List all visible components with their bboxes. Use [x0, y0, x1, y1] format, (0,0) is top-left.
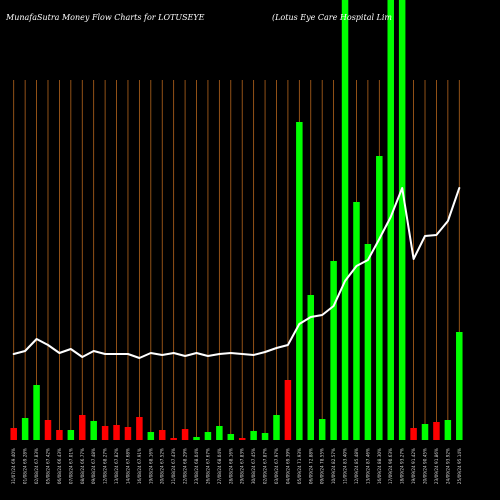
- bar: [330, 261, 337, 440]
- bar: [33, 385, 40, 440]
- x-tick-label: 17/09/24 90.63%: [388, 448, 393, 484]
- bar: [158, 430, 166, 440]
- x-tick-label: 21/08/24 67.43%: [171, 448, 176, 484]
- bar: [341, 0, 349, 440]
- x-tick-label: 16/09/24 88.30%: [377, 448, 382, 484]
- x-tick-label: 23/09/24 91.86%: [434, 448, 439, 484]
- x-tick-label: 07/08/24 67.01%: [68, 448, 73, 484]
- bar: [307, 295, 315, 440]
- x-tick-label: 23/08/24 68.04%: [194, 448, 199, 484]
- x-tick-label: 20/09/24 90.45%: [423, 448, 428, 484]
- bar: [238, 438, 246, 440]
- bar: [398, 0, 406, 440]
- x-tick-label: 16/08/24 67.91%: [137, 448, 142, 484]
- x-tick-label: 11/09/24 83.40%: [343, 448, 348, 484]
- x-tick-label: 26/08/24 67.67%: [205, 448, 210, 484]
- money-flow-line: [12, 187, 461, 359]
- bar: [101, 426, 109, 440]
- bar: [318, 419, 326, 440]
- x-tick-label: 05/08/24 67.42%: [45, 448, 50, 484]
- bar: [67, 430, 75, 440]
- bar: [113, 425, 120, 440]
- x-tick-label: 03/09/24 67.97%: [274, 448, 279, 484]
- bars: [10, 0, 463, 440]
- x-tick-labels: 31/07/24 69.40% 01/08/24 69.28% 02/08/24 6…: [11, 448, 462, 484]
- x-tick-label: 19/09/24 91.42%: [411, 448, 416, 484]
- bar: [376, 156, 383, 440]
- chart-title: MunafaSutra Money Flow Charts for LOTUSE…: [5, 13, 205, 22]
- bar: [204, 432, 212, 440]
- bar: [421, 424, 429, 440]
- bar: [10, 428, 17, 440]
- bar: [410, 428, 417, 440]
- bar: [273, 415, 280, 440]
- bar: [147, 432, 155, 440]
- bar: [444, 420, 452, 440]
- x-tick-label: 30/08/24 67.45%: [251, 448, 256, 484]
- bar: [44, 420, 52, 440]
- bar: [296, 122, 303, 440]
- x-tick-label: 12/08/24 68.27%: [103, 448, 108, 484]
- bar: [250, 431, 257, 440]
- x-tick-label: 01/08/24 69.28%: [23, 448, 28, 484]
- bar: [284, 380, 292, 440]
- bar: [261, 433, 269, 440]
- x-tick-label: 12/09/24 85.48%: [354, 448, 359, 484]
- chart-subtitle: (Lotus Eye Care Hospital Lim: [272, 13, 392, 22]
- x-tick-label: 31/07/24 69.40%: [11, 448, 16, 484]
- bar: [79, 415, 86, 440]
- x-tick-label: 25/09/24 95.14%: [457, 448, 462, 484]
- bar: [227, 434, 235, 440]
- bar: [21, 418, 29, 440]
- bar: [136, 417, 143, 440]
- x-tick-label: 24/09/24 93.92%: [445, 448, 450, 484]
- x-tick-label: 14/08/24 67.68%: [125, 448, 130, 484]
- x-tick-label: 13/08/24 67.82%: [114, 448, 119, 484]
- x-tick-label: 04/09/24 69.39%: [285, 448, 290, 484]
- bar: [193, 437, 200, 440]
- bar: [387, 0, 394, 440]
- bar: [456, 332, 463, 440]
- bar: [90, 421, 97, 440]
- x-tick-label: 20/08/24 67.52%: [160, 448, 165, 484]
- bar: [56, 430, 63, 440]
- x-tick-label: 09/09/24 78.55%: [320, 448, 325, 484]
- x-tick-label: 05/09/24 71.93%: [297, 448, 302, 484]
- x-tick-label: 10/09/24 82.57%: [331, 448, 336, 484]
- x-tick-label: 02/09/24 67.87%: [263, 448, 268, 484]
- bar: [124, 427, 132, 440]
- x-tick-label: 27/08/24 68.04%: [217, 448, 222, 484]
- x-tick-label: 06/09/24 72.88%: [308, 448, 313, 484]
- x-tick-label: 19/08/24 68.16%: [148, 448, 153, 484]
- bar: [364, 244, 372, 440]
- x-tick-label: 29/08/24 67.83%: [240, 448, 245, 484]
- grid-lines: [13, 80, 460, 440]
- bar: [170, 438, 177, 440]
- x-tick-label: 09/08/24 67.48%: [91, 448, 96, 484]
- x-tick-label: 06/08/24 66.43%: [57, 448, 62, 484]
- x-tick-label: 02/08/24 67.83%: [34, 448, 39, 484]
- bar: [216, 426, 223, 440]
- x-tick-label: 13/09/24 87.46%: [365, 448, 370, 484]
- bar: [353, 202, 360, 440]
- bar: [433, 422, 440, 440]
- x-tick-label: 28/08/24 68.16%: [228, 448, 233, 484]
- flow-line: [12, 187, 461, 359]
- bar: [181, 429, 189, 440]
- x-tick-label: 22/08/24 68.29%: [183, 448, 188, 484]
- x-tick-label: 18/09/24 93.27%: [400, 448, 405, 484]
- x-tick-label: 08/08/24 66.77%: [80, 448, 85, 484]
